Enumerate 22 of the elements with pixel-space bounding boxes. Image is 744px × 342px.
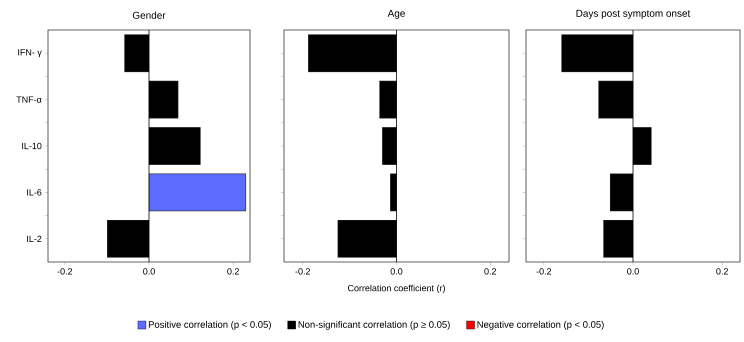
chart-title: Days post symptom onset [576,10,690,19]
y-tick-label: IL-10 [22,142,42,150]
bar [148,174,246,212]
x-tick-label: 0.0 [390,268,402,275]
x-tick-label: -0.2 [295,268,310,275]
x-tick-label: 0.0 [143,268,155,275]
legend-label: Positive correlation (p < 0.05) [148,320,271,330]
y-tick-label: IL-6 [27,189,42,196]
x-tick-label: 0.2 [484,268,496,275]
legend-label: Non-significant correlation (p ≥ 0.05) [298,320,450,330]
x-tick-label: 0.2 [227,268,239,275]
y-tick-label: TNF-α [16,96,42,103]
chart-title: Age [388,10,405,19]
y-tick-label: IL-2 [27,236,42,242]
chart-title: Gender [132,12,166,19]
x-tick-label: 0.0 [627,268,639,275]
x-tick-label: -0.2 [536,268,552,275]
y-tick-label: IFN- γ [18,49,42,58]
legend-label: Negative correlation (p < 0.05) [478,320,604,330]
x-tick-label: 0.2 [716,268,728,275]
x-tick-label: -0.2 [58,268,72,275]
x-axis-title: Correlation coefficient (r) [348,284,445,294]
